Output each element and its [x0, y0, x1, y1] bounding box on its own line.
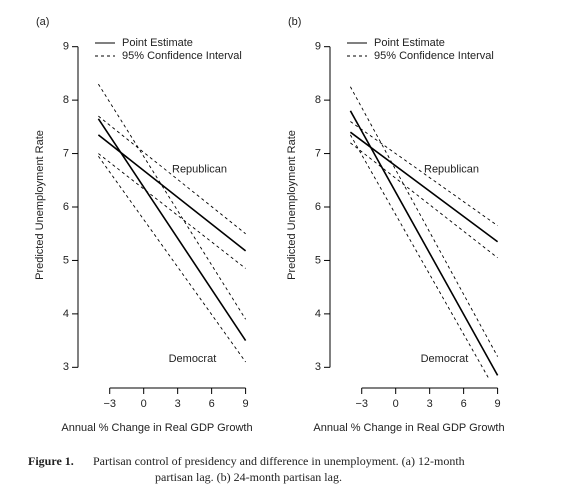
series-line	[97, 118, 247, 342]
series-line	[349, 131, 499, 243]
y-axis-label: Predicted Unemployment Rate	[286, 130, 298, 280]
y-tick-label: 7	[63, 147, 69, 159]
series-line	[97, 134, 247, 252]
series-line	[350, 86, 498, 357]
panel: (a) 3 4 5 6 7 8 9 −3 0 3 6 9 Annual % Change in Real …	[34, 16, 253, 434]
x-tick-label: 0	[141, 398, 147, 410]
x-tick-label: 3	[175, 398, 181, 410]
y-tick-label: 8	[63, 94, 69, 106]
series-line	[350, 121, 498, 227]
y-tick-label: 4	[315, 308, 321, 320]
y-tick-label: 6	[63, 201, 69, 213]
y-tick-label: 5	[315, 254, 321, 266]
panel-label: (b)	[288, 16, 301, 28]
series-line	[350, 134, 490, 378]
x-tick-label: −3	[355, 398, 368, 410]
x-axis-label: Annual % Change in Real GDP Growth	[61, 422, 252, 434]
caption-label: Figure 1.	[28, 454, 74, 468]
series-line	[350, 142, 498, 259]
y-tick-label: 9	[315, 41, 321, 53]
annotation: Democrat	[169, 353, 217, 365]
y-tick-label: 3	[63, 361, 69, 373]
legend-label: 95% Confidence Interval	[374, 50, 494, 62]
panel: (b) 3 4 5 6 7 8 9 −3 0 3 6 9 Annual % Change in Real …	[286, 16, 505, 434]
legend-label: Point Estimate	[374, 37, 445, 49]
series-line	[98, 155, 246, 363]
series-line	[98, 115, 246, 235]
annotation: Republican	[172, 164, 227, 176]
x-tick-label: −3	[103, 398, 116, 410]
panel-label: (a)	[36, 16, 49, 28]
y-axis-label: Predicted Unemployment Rate	[34, 130, 46, 280]
y-tick-label: 3	[315, 361, 321, 373]
y-tick-label: 8	[315, 94, 321, 106]
legend-label: 95% Confidence Interval	[122, 50, 242, 62]
series-line	[98, 83, 246, 320]
caption-text: Partisan control of presidency and diffe…	[93, 454, 465, 468]
y-tick-label: 9	[63, 41, 69, 53]
x-tick-label: 0	[393, 398, 399, 410]
series-line	[349, 110, 499, 376]
x-tick-label: 3	[427, 398, 433, 410]
x-tick-label: 6	[209, 398, 215, 410]
x-tick-label: 9	[243, 398, 249, 410]
caption-text: partisan lag. (b) 24-month partisan lag.	[155, 470, 342, 484]
y-tick-label: 7	[315, 147, 321, 159]
x-axis-label: Annual % Change in Real GDP Growth	[313, 422, 504, 434]
x-tick-label: 9	[495, 398, 501, 410]
annotation: Democrat	[421, 353, 469, 365]
annotation: Republican	[424, 164, 479, 176]
y-tick-label: 4	[63, 308, 69, 320]
legend-label: Point Estimate	[122, 37, 193, 49]
x-tick-label: 6	[461, 398, 467, 410]
y-tick-label: 6	[315, 201, 321, 213]
series-line	[98, 153, 246, 269]
y-tick-label: 5	[63, 254, 69, 266]
